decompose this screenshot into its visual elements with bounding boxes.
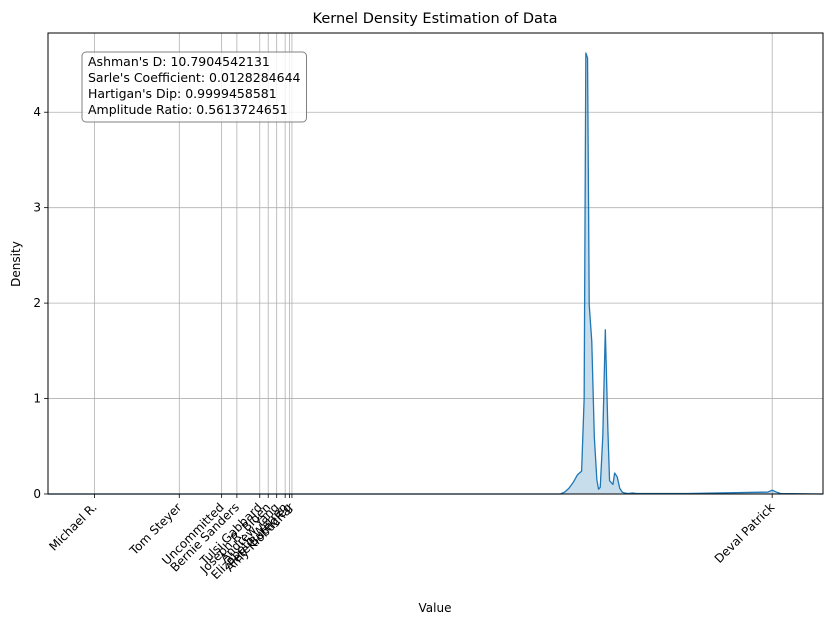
y-axis-label: Density	[9, 241, 23, 287]
annotation-line: Sarle's Coefficient: 0.0128284644	[88, 70, 301, 85]
annotation-line: Amplitude Ratio: 0.5613724651	[88, 102, 288, 117]
y-axis-ticks: 0 1 2 3 4	[33, 105, 48, 501]
axes	[47, 32, 824, 495]
annotation-line: Ashman's D: 10.7904542131	[88, 54, 270, 69]
annotation-box	[81, 51, 307, 123]
plot-frame	[47, 32, 824, 495]
y-tick-label: 3	[33, 201, 41, 215]
x-tick-label: Michael R.	[46, 500, 99, 553]
x-tick-label: Deval Patrick	[712, 500, 778, 566]
x-axis-label: Value	[419, 601, 452, 615]
y-tick-label: 2	[33, 296, 41, 310]
y-tick-label: 4	[33, 105, 41, 119]
annotation-line: Hartigan's Dip: 0.9999458581	[88, 86, 277, 101]
y-tick-label: 0	[33, 487, 41, 501]
chart-title: Kernel Density Estimation of Data	[313, 11, 558, 27]
y-tick-label: 1	[33, 392, 41, 406]
